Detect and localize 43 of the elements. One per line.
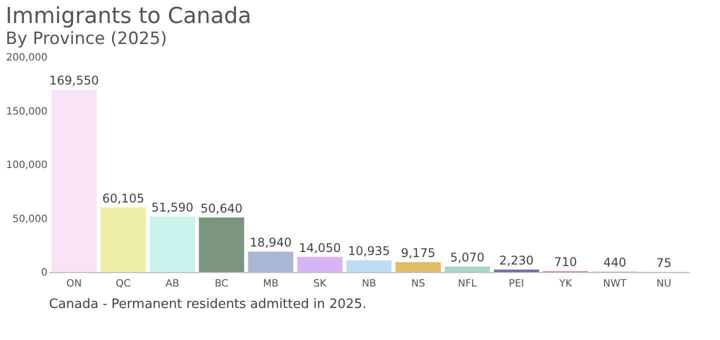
data-label: 60,105 [102, 191, 144, 206]
y-tick-label: 200,000 [6, 52, 48, 64]
x-tick-label: QC [116, 278, 131, 290]
data-label: 710 [554, 255, 578, 270]
data-label: 2,230 [499, 254, 534, 268]
x-tick-label: NFL [458, 278, 478, 290]
data-label: 10,935 [348, 244, 390, 258]
data-label: 5,070 [450, 250, 484, 265]
bar [100, 207, 146, 272]
x-tick-label: BC [214, 278, 228, 290]
data-label: 18,940 [250, 236, 292, 250]
x-tick-label: NB [362, 278, 376, 290]
bar [198, 218, 244, 272]
x-tick-label: NWT [603, 278, 628, 290]
data-label: 50,640 [200, 202, 243, 216]
x-tick-label: YK [558, 278, 572, 290]
bar [248, 252, 294, 272]
bar [51, 90, 97, 272]
x-tick-label: MB [262, 278, 279, 290]
data-label: 75 [656, 256, 672, 270]
x-tick-label: AB [166, 278, 180, 290]
x-tick-label: NU [656, 278, 672, 290]
x-tick-label: ON [66, 278, 82, 290]
bar [346, 260, 392, 272]
y-tick-label: 150,000 [6, 106, 48, 118]
data-label: 14,050 [298, 240, 341, 255]
data-label: 51,590 [151, 200, 194, 215]
data-label: 440 [603, 256, 626, 270]
y-tick-label: 0 [41, 268, 48, 278]
bar [444, 266, 490, 272]
data-label: 169,550 [49, 74, 99, 88]
bar [297, 256, 342, 272]
x-tick-label: NS [411, 278, 426, 290]
chart-subtitle: By Province (2025) [6, 29, 168, 49]
bar [396, 262, 441, 272]
x-tick-label: PEI [508, 278, 524, 290]
data-label: 9,175 [400, 246, 436, 260]
bar [150, 216, 195, 272]
text: Canada - Permanent residents admitted in 2025. [49, 297, 366, 312]
x-tick-label: SK [313, 278, 327, 290]
y-tick-label: 50,000 [12, 214, 48, 225]
chart-title: Immigrants to Canada [6, 4, 252, 29]
y-tick-label: 100,000 [6, 160, 48, 171]
